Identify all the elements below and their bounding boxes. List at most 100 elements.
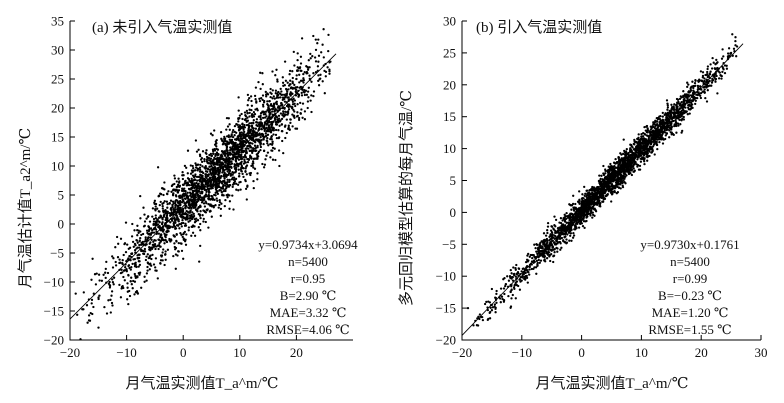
scatter-point (87, 314, 91, 317)
scatter-point (299, 85, 303, 89)
scatter-point (262, 111, 266, 114)
scatter-point (668, 136, 671, 139)
scatter-point (260, 124, 263, 127)
scatter-point (153, 201, 156, 204)
scatter-point (131, 222, 134, 226)
scatter-point (209, 187, 213, 190)
scatter-point (181, 171, 184, 174)
scatter-point (216, 153, 219, 156)
scatter-point (231, 135, 235, 139)
scatter-point (148, 268, 151, 271)
scatter-point (662, 120, 665, 123)
scatter-point (246, 160, 250, 164)
scatter-point (200, 160, 204, 164)
scatter-point (203, 158, 206, 161)
scatter-point (226, 162, 229, 166)
scatter-point (110, 290, 114, 293)
scatter-point (162, 187, 165, 190)
scatter-point (150, 231, 153, 234)
scatter-point (537, 248, 540, 251)
scatter-point (243, 130, 246, 134)
scatter-point (716, 92, 719, 95)
scatter-point (107, 299, 110, 302)
scatter-point (146, 236, 150, 240)
scatter-point (272, 102, 276, 106)
scatter-point (216, 176, 220, 179)
scatter-point (521, 274, 524, 278)
scatter-point (161, 222, 164, 225)
scatter-point (687, 83, 690, 86)
scatter-point (689, 94, 693, 97)
scatter-point (616, 161, 620, 164)
scatter-point (269, 142, 272, 146)
scatter-point (241, 117, 244, 121)
scatter-point (218, 179, 221, 182)
scatter-point (653, 143, 656, 146)
scatter-point (276, 78, 279, 81)
scatter-point (309, 99, 312, 102)
scatter-point (251, 132, 254, 135)
scatter-point (164, 258, 167, 261)
scatter-point (307, 96, 310, 99)
scatter-point (148, 248, 151, 251)
scatter-point (322, 56, 325, 59)
scatter-point (162, 248, 165, 251)
scatter-point (499, 287, 503, 290)
scatter-point (301, 88, 304, 91)
scatter-point (122, 286, 125, 290)
scatter-point (126, 286, 129, 289)
scatter-point (98, 279, 101, 282)
scatter-point (137, 231, 140, 235)
scatter-point (208, 184, 212, 187)
scatter-point (166, 202, 169, 206)
scatter-point (143, 224, 146, 227)
scatter-point (224, 173, 228, 176)
scatter-point (161, 238, 164, 242)
scatter-point (214, 188, 218, 191)
scatter-point (130, 266, 133, 269)
scatter-point (538, 249, 542, 253)
scatter-point (90, 278, 93, 281)
scatter-point (300, 108, 303, 111)
scatter-point (550, 225, 554, 228)
scatter-point (656, 117, 660, 121)
scatter-point (548, 239, 551, 242)
scatter-point (121, 285, 124, 288)
scatter-point (262, 101, 266, 104)
y-tick-label: −10 (44, 275, 64, 290)
scatter-point (282, 93, 286, 96)
scatter-point (220, 157, 224, 161)
scatter-point (125, 259, 128, 263)
scatter-point (632, 170, 635, 173)
scatter-point (324, 75, 327, 78)
scatter-point (323, 69, 326, 73)
scatter-point (119, 237, 123, 240)
scatter-point (327, 49, 330, 53)
scatter-point (154, 217, 158, 220)
scatter-point (261, 116, 265, 120)
scatter-point (227, 172, 231, 175)
scatter-point (545, 252, 548, 255)
scatter-point (493, 303, 497, 306)
scatter-point (152, 220, 156, 223)
scatter-point (544, 260, 547, 263)
scatter-point (148, 220, 152, 223)
scatter-point (202, 202, 206, 205)
scatter-point (164, 250, 167, 253)
scatter-point (271, 121, 274, 125)
scatter-point (85, 304, 89, 307)
scatter-point (250, 121, 253, 125)
scatter-point (231, 131, 234, 134)
scatter-point (92, 305, 95, 309)
scatter-point (237, 96, 240, 99)
scatter-point (303, 110, 307, 113)
scatter-point (195, 186, 198, 190)
scatter-point (229, 184, 232, 187)
scatter-point (137, 265, 140, 268)
scatter-point (715, 74, 718, 78)
scatter-point (190, 184, 193, 187)
scatter-point (216, 199, 219, 202)
scatter-point (169, 221, 172, 224)
scatter-point (183, 197, 187, 200)
scatter-point (224, 154, 227, 157)
